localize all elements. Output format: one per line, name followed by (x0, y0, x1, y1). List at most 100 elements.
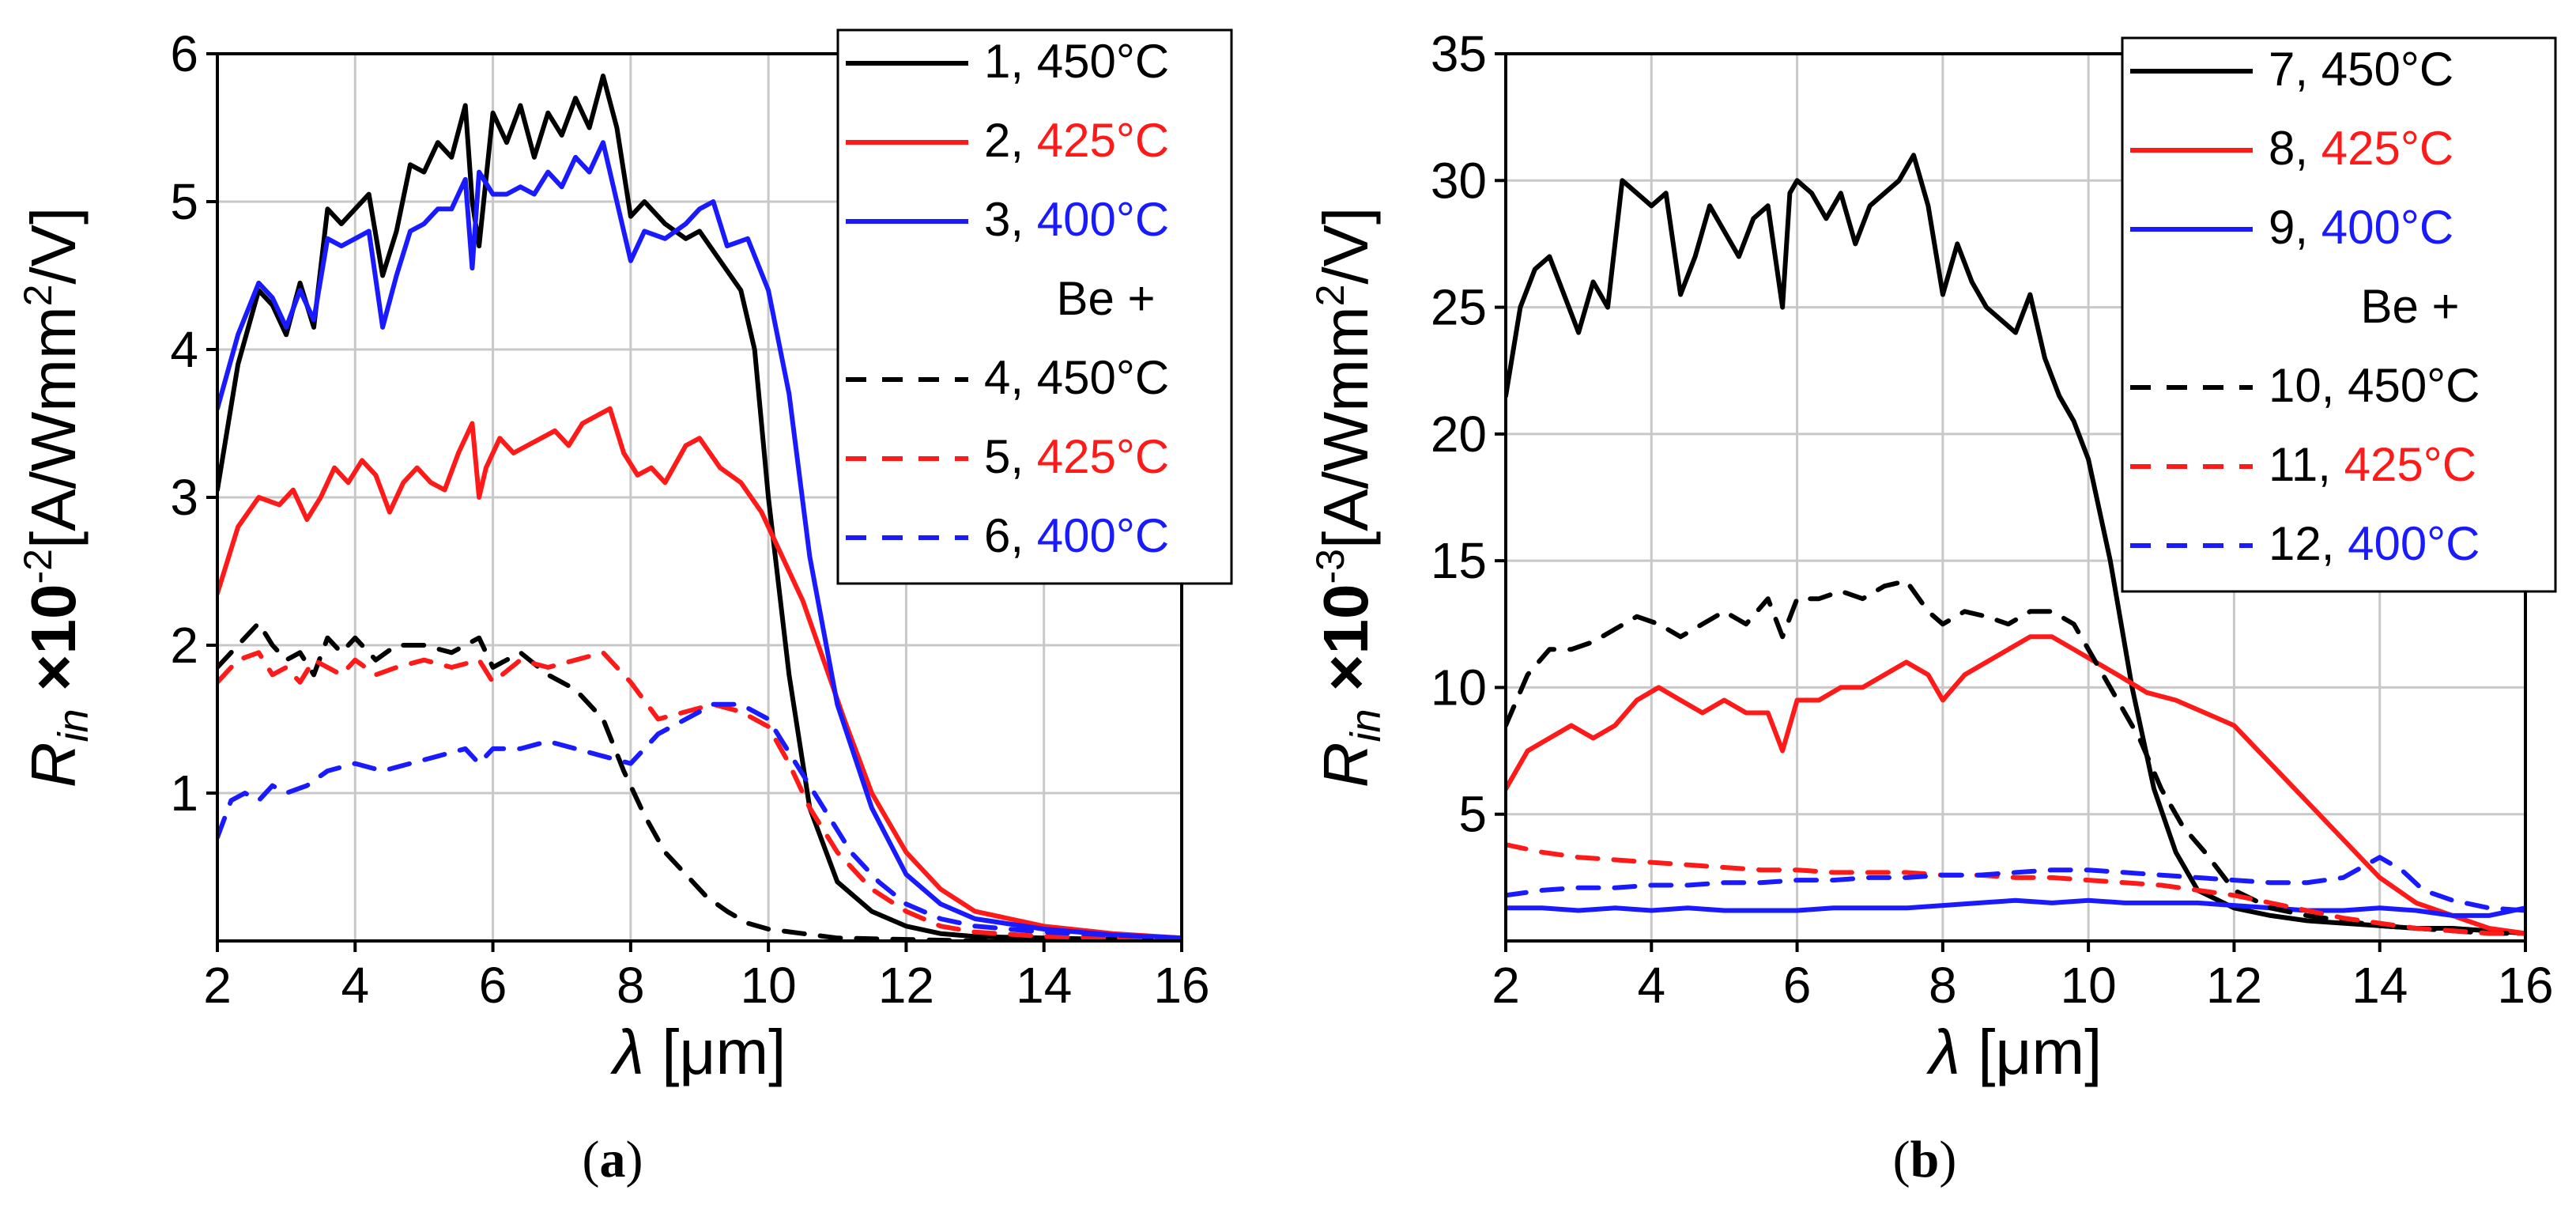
x-axis-label: λ [μm] (610, 1017, 786, 1087)
series-line-10 (1506, 578, 2525, 936)
series-line-7 (1506, 153, 2525, 936)
legend-entry-temperature: 450°C (1037, 35, 1169, 88)
legend-entry-temperature: 450°C (2321, 43, 2453, 96)
legend-entry: 11, 425°C (2269, 438, 2476, 491)
legend-entry: 5, 425°C (984, 430, 1169, 483)
legend-entry: 4, 450°C (984, 351, 1169, 404)
y-axis-subscript: in (1342, 708, 1390, 742)
legend-entry: 12, 400°C (2269, 517, 2480, 570)
y-tick-label: 5 (170, 173, 198, 230)
legend-entry-number: 5, (984, 430, 1037, 483)
panel-label-letter: b (1910, 1131, 1940, 1188)
y-tick-label: 35 (1431, 25, 1487, 82)
y-tick-label: 6 (170, 25, 198, 82)
series-line-8 (1506, 634, 2525, 936)
y-axis-units-end: /V] (18, 207, 89, 285)
series-line-5 (217, 650, 1182, 941)
y-tick-label: 30 (1431, 152, 1487, 209)
x-tick-label: 6 (479, 957, 507, 1014)
y-axis-exponent: -2 (16, 549, 60, 584)
legend-entry: 7, 450°C (2269, 43, 2453, 96)
y-axis-symbol: R (18, 742, 89, 788)
legend-entry: 8, 425°C (2269, 122, 2453, 175)
y-axis-units: [A/Wmm (1311, 306, 1381, 549)
legend-entry-temperature: 450°C (1037, 351, 1169, 404)
chart-panel-b: 2 4 6 8 10 12 14 16 5 10 15 20 25 30 35 λ [μm] Rin ×10-3… (1308, 25, 2557, 1188)
series-line-2 (217, 406, 1182, 941)
legend-group-label: Be + (1056, 272, 1155, 325)
x-tick-label: 16 (2497, 957, 2553, 1014)
panel-label-close: ) (626, 1131, 643, 1188)
y-axis-symbol: R (1311, 742, 1381, 788)
legend-entry-temperature: 450°C (2348, 359, 2480, 412)
series-group (217, 74, 1182, 941)
legend-entry-temperature: 400°C (1037, 193, 1169, 246)
legend-entry-number: 4, (984, 351, 1037, 404)
x-tick-label: 4 (341, 957, 369, 1014)
x-tick-label: 2 (1492, 957, 1520, 1014)
x-tick-label: 14 (1016, 957, 1072, 1014)
x-tick-label: 10 (741, 957, 797, 1014)
legend-entry: 1, 450°C (984, 35, 1169, 88)
panel-label-letter: a (600, 1131, 626, 1188)
panel-label-open: ( (583, 1131, 600, 1188)
legend-box (836, 28, 1233, 585)
legend-entry-number: 12, (2269, 517, 2348, 570)
panel-label: (a) (583, 1131, 643, 1188)
series-line-3 (217, 140, 1182, 941)
y-tick-label: 1 (170, 765, 198, 822)
x-axis-symbol: λ (1926, 1017, 1960, 1087)
y-tick-label: 5 (1458, 786, 1487, 843)
legend-entry-number: 7, (2269, 43, 2321, 96)
x-axis-symbol: λ (610, 1017, 644, 1087)
x-tick-label: 8 (1929, 957, 1957, 1014)
y-axis-subscript: in (50, 708, 97, 742)
legend-entry-temperature: 400°C (1037, 509, 1169, 562)
x-tick-label: 8 (617, 957, 645, 1014)
y-tick-label: 20 (1431, 406, 1487, 463)
series-line-9 (1506, 897, 2525, 918)
legend-entry-number: 9, (2269, 201, 2321, 254)
y-axis-factor: ×10 (1311, 584, 1381, 708)
series-line-4 (217, 621, 1182, 941)
legend: 1, 450°C2, 425°C3, 400°C4, 450°C5, 425°C… (836, 28, 1233, 585)
legend-box (2121, 36, 2557, 593)
legend-entry: 9, 400°C (2269, 201, 2453, 254)
legend-entry-temperature: 425°C (2321, 122, 2453, 175)
legend-entry-number: 11, (2269, 438, 2344, 491)
panel-label-close: ) (1939, 1131, 1956, 1188)
legend-group-label: Be + (2360, 280, 2459, 333)
y-axis-label: Rin ×10-3[A/Wmm2/V] (1308, 207, 1390, 788)
x-tick-label: 14 (2352, 957, 2408, 1014)
series-group (1506, 153, 2525, 936)
y-axis-units: [A/Wmm (18, 306, 89, 549)
series-line-12 (1506, 855, 2525, 913)
legend: 7, 450°C 8, 425°C 9, 400°C 10, 450°C 11, 425… (2121, 36, 2557, 593)
x-tick-label: 16 (1153, 957, 1209, 1014)
y-tick-label: 4 (170, 321, 198, 378)
legend-entry-temperature: 425°C (2344, 438, 2476, 491)
legend-entry-number: 3, (984, 193, 1037, 246)
x-tick-label: 6 (1783, 957, 1812, 1014)
y-axis-label: Rin ×10-2[A/Wmm2/V] (16, 207, 97, 788)
series-line-11 (1506, 842, 2525, 936)
x-tick-label: 4 (1637, 957, 1665, 1014)
x-axis-unit: [μm] (644, 1017, 786, 1087)
legend-entry-temperature: 400°C (2321, 201, 2453, 254)
legend-entry: 2, 425°C (984, 114, 1169, 167)
y-tick-label: 10 (1431, 659, 1487, 716)
legend-entry-number: 1, (984, 35, 1037, 88)
y-tick-label: 2 (170, 617, 198, 674)
legend-entry-temperature: 400°C (2348, 517, 2480, 570)
x-tick-label: 2 (203, 957, 232, 1014)
series-line-6 (217, 701, 1182, 941)
legend-entry-temperature: 425°C (1037, 114, 1169, 167)
legend-entry-number: 2, (984, 114, 1037, 167)
legend-entry: 10, 450°C (2269, 359, 2480, 412)
x-axis-unit: [μm] (1960, 1017, 2102, 1087)
y-tick-label: 15 (1431, 532, 1487, 589)
y-axis-units-sup: 2 (1308, 285, 1352, 307)
x-tick-label: 10 (2061, 957, 2117, 1014)
